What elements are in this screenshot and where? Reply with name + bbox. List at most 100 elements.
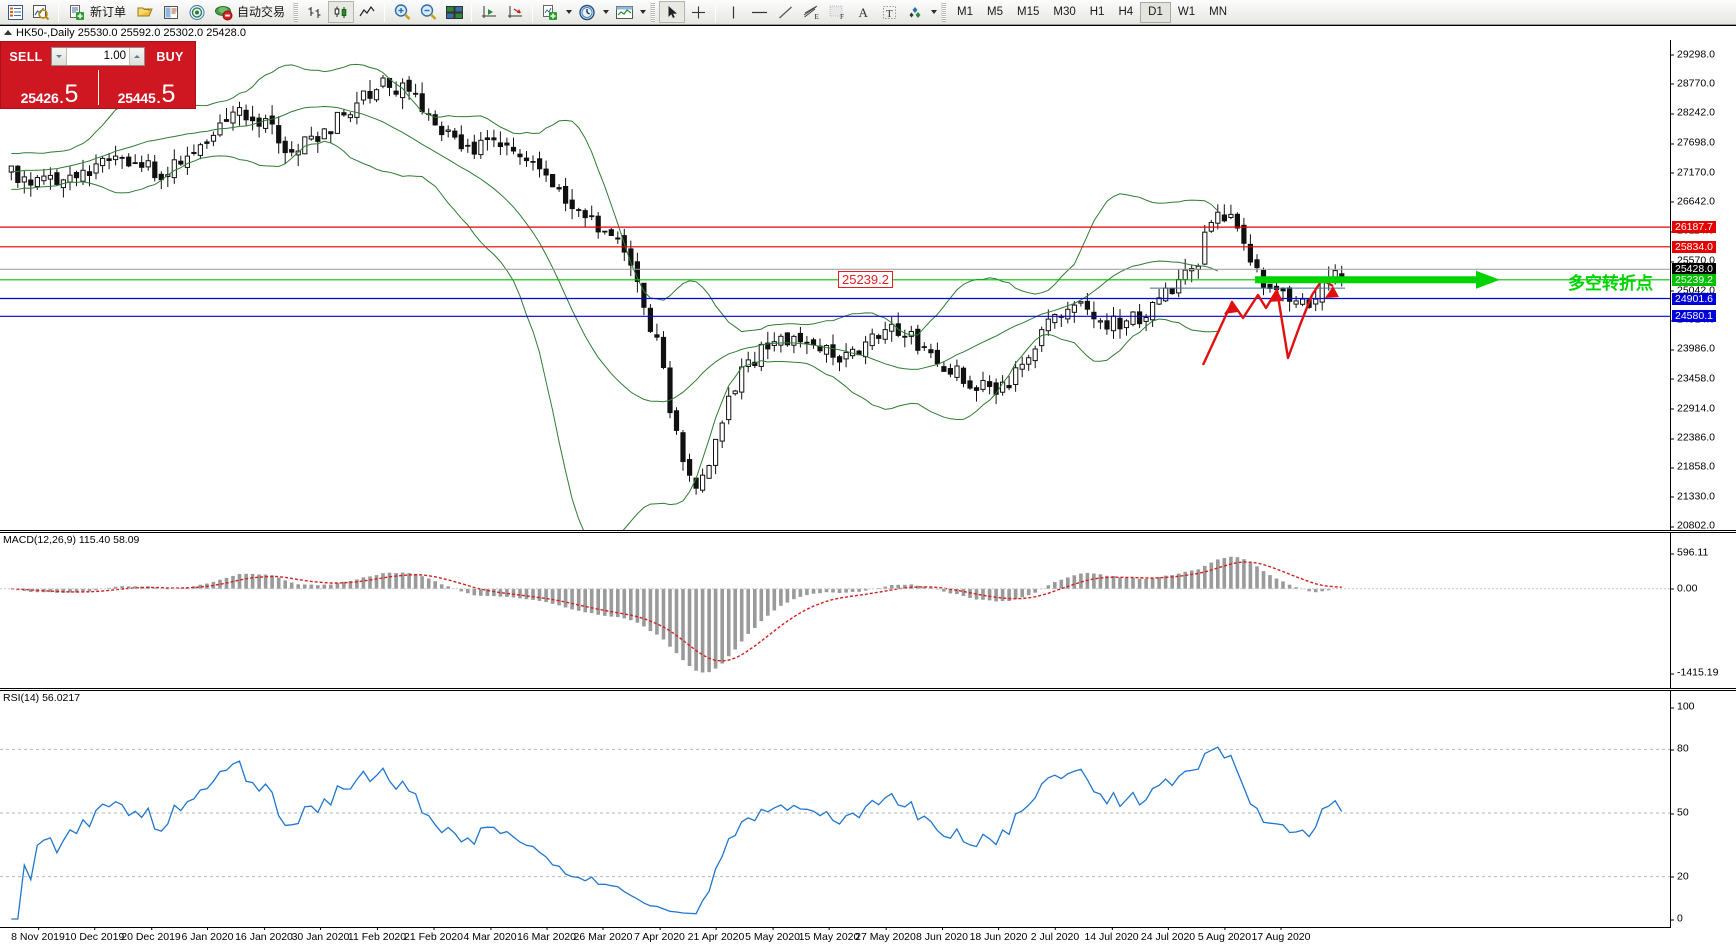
chart-window: HK50-,Daily 25530.0 25592.0 25302.0 2542…	[0, 25, 1736, 947]
timeframe-m15[interactable]: M15	[1017, 5, 1040, 18]
vline-icon[interactable]	[720, 1, 746, 23]
date-tick: 16 Jan 2020	[235, 927, 293, 943]
folder-icon[interactable]	[132, 1, 158, 23]
templates-icon[interactable]	[611, 1, 637, 23]
indicators-dropdown-arrow[interactable]	[563, 1, 574, 23]
symbol-ohlc-text: HK50-,Daily 25530.0 25592.0 25302.0 2542…	[16, 27, 246, 39]
zoom-out-icon[interactable]	[415, 1, 441, 23]
channel-icon[interactable]: F	[824, 1, 850, 23]
zigzag-arrowhead	[1224, 302, 1238, 314]
zigzag-annotation[interactable]	[1201, 278, 1334, 366]
price-level-badge[interactable]: 25834.0	[1672, 240, 1716, 253]
auto-trading-label[interactable]: 自动交易	[237, 5, 286, 19]
price-level-badge[interactable]: 24580.1	[1672, 310, 1716, 323]
rsi-line	[11, 746, 1343, 920]
timeframe-h4[interactable]: H4	[1118, 5, 1134, 18]
bar-chart-icon[interactable]	[302, 1, 328, 23]
timeframe-m5[interactable]: M5	[987, 5, 1003, 18]
rsi-axis[interactable]: 100 80 50 20 0	[1670, 691, 1736, 928]
data-window-icon[interactable]	[28, 1, 54, 23]
rsi-pane[interactable]: RSI(14) 56.0217 100 80 50 20 0	[0, 691, 1736, 928]
auto-trading-icon[interactable]	[210, 1, 236, 23]
volume-stepper[interactable]: 1.00	[51, 47, 145, 66]
buy-price[interactable]: 25445 . 5	[98, 68, 195, 108]
toolbar-grip[interactable]	[941, 2, 947, 22]
volume-decrease-button[interactable]	[52, 48, 67, 65]
candlestick-series	[8, 75, 1345, 495]
signals-icon[interactable]	[184, 1, 210, 23]
date-tick: 16 Mar 2020	[517, 927, 576, 943]
timeframe-d1[interactable]: D1	[1140, 1, 1171, 23]
volume-increase-button[interactable]	[129, 48, 144, 65]
date-tick: 18 Jun 2020	[969, 927, 1028, 943]
cursor-icon[interactable]	[659, 1, 686, 23]
buy-button-label[interactable]: BUY	[156, 49, 184, 64]
price-axis[interactable]: 29298.0 28770.0 28242.0 27698.0 27170.0 26642…	[1670, 40, 1736, 531]
auto-scroll-icon[interactable]	[502, 1, 528, 23]
price-level-badge[interactable]: 25428.0	[1672, 263, 1716, 276]
timeframe-m1[interactable]: M1	[957, 5, 974, 18]
timeframe-h1[interactable]: H1	[1089, 5, 1105, 18]
timeframe-mn[interactable]: MN	[1209, 5, 1227, 18]
line-chart-icon[interactable]	[354, 1, 380, 23]
date-tick: 20 Dec 2019	[121, 927, 181, 943]
new-order-icon[interactable]	[63, 1, 89, 23]
macd-chart-canvas[interactable]	[0, 533, 1670, 688]
price-level-badge[interactable]: 24901.6	[1672, 292, 1716, 305]
collapse-triangle-icon[interactable]	[4, 30, 12, 35]
price-chart-canvas[interactable]	[0, 40, 1670, 530]
candlestick-icon[interactable]	[328, 1, 355, 23]
window-tile-icon[interactable]	[441, 1, 467, 23]
sell-price-frac: 5	[64, 80, 79, 108]
date-tick: 4 Mar 2020	[463, 927, 517, 943]
macd-label: MACD(12,26,9) 115.40 58.09	[3, 534, 140, 546]
toolbar-separator	[715, 2, 717, 22]
label-icon[interactable]: T	[876, 1, 902, 23]
price-level-badge[interactable]: 26187.7	[1672, 221, 1716, 234]
timeframe-m30[interactable]: M30	[1053, 5, 1076, 18]
trendline-icon[interactable]	[772, 1, 798, 23]
rsi-tick: 80	[1671, 743, 1689, 755]
price-annotation-label[interactable]: 25239.2	[838, 270, 893, 288]
hline-icon[interactable]	[746, 1, 772, 23]
date-tick: 11 Feb 2020	[347, 927, 407, 943]
date-axis[interactable]: 8 Nov 2019 10 Dec 2019 20 Dec 2019 6 Jan 20…	[0, 927, 1736, 947]
pane-divider	[0, 530, 1736, 531]
crosshair-icon[interactable]	[685, 1, 711, 23]
templates-dropdown-arrow[interactable]	[637, 1, 648, 23]
price-level-badge[interactable]: 25239.2	[1672, 273, 1716, 286]
date-tick: 2 Jul 2020	[1030, 927, 1080, 943]
rsi-chart-canvas[interactable]	[0, 691, 1670, 928]
period-dropdown-arrow[interactable]	[600, 1, 611, 23]
toolbar-grip[interactable]	[293, 2, 299, 22]
macd-pane[interactable]: MACD(12,26,9) 115.40 58.09 596.11 0.00 -14…	[0, 533, 1736, 688]
green-arrow-annotation[interactable]	[1255, 270, 1500, 289]
bollinger-middle-line	[11, 105, 1219, 403]
macd-tick: -1415.19	[1671, 667, 1718, 679]
zoom-in-icon[interactable]	[389, 1, 415, 23]
fibo-icon[interactable]: E	[798, 1, 824, 23]
turning-point-annotation[interactable]: 多空转折点	[1568, 273, 1653, 293]
sell-price[interactable]: 25426 . 5	[1, 68, 98, 108]
sell-button-label[interactable]: SELL	[9, 49, 43, 64]
timeframe-w1[interactable]: W1	[1177, 5, 1196, 18]
period-icon[interactable]	[574, 1, 600, 23]
shapes-icon[interactable]	[902, 1, 928, 23]
indicators-icon[interactable]	[537, 1, 563, 23]
text-icon[interactable]: A	[850, 1, 876, 23]
date-tick: 8 Nov 2019	[11, 927, 65, 943]
market-watch-icon[interactable]	[2, 1, 28, 23]
price-tick: 22386.0	[1671, 432, 1715, 444]
macd-histogram	[15, 556, 1337, 673]
macd-axis[interactable]: 596.11 0.00 -1415.19	[1670, 533, 1736, 688]
toolbar-grip[interactable]	[650, 2, 656, 22]
volume-value[interactable]: 1.00	[103, 50, 126, 62]
chart-symbol-header: HK50-,Daily 25530.0 25592.0 25302.0 2542…	[0, 27, 246, 40]
navigator-icon[interactable]	[158, 1, 184, 23]
shift-end-icon[interactable]	[476, 1, 502, 23]
date-tick: 8 Jun 2020	[916, 927, 968, 943]
shapes-dropdown-arrow[interactable]	[928, 1, 939, 23]
main-toolbar: 新订单 自动交易	[0, 0, 1736, 25]
new-order-label[interactable]: 新订单	[90, 5, 127, 19]
date-tick: 26 Mar 2020	[573, 927, 633, 943]
